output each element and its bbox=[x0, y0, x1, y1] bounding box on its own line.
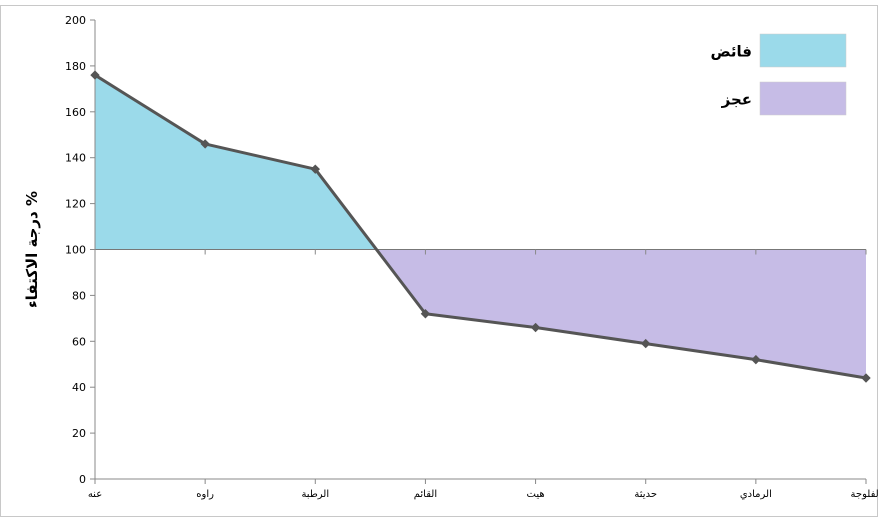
y-tick-label: 60 bbox=[72, 335, 86, 348]
x-category-label: حديثة bbox=[634, 489, 657, 500]
x-category-label: الفلوجة bbox=[851, 489, 879, 500]
y-tick-label: 80 bbox=[72, 289, 86, 302]
x-category-label: راوه bbox=[196, 489, 214, 500]
y-tick-label: 140 bbox=[65, 152, 86, 165]
legend-label: عجز bbox=[721, 91, 752, 109]
x-category-label: الرمادي bbox=[740, 489, 772, 500]
y-tick-label: 40 bbox=[72, 381, 86, 394]
series-layer bbox=[90, 70, 871, 383]
y-tick-label: 120 bbox=[65, 198, 86, 211]
axes-layer bbox=[90, 19, 867, 484]
data-point bbox=[861, 373, 871, 383]
data-point bbox=[751, 354, 761, 365]
y-tick-label: 200 bbox=[65, 14, 86, 27]
data-point bbox=[641, 338, 651, 349]
legend: فائض عجز bbox=[710, 33, 847, 116]
x-category-label: القائم bbox=[414, 489, 437, 500]
area-layer bbox=[95, 75, 866, 379]
y-tick-label: 160 bbox=[65, 106, 86, 119]
labels-layer: 0 20 40 60 80 100 120 140 160 180 200 عنه راوه الرطبة… bbox=[23, 14, 879, 500]
y-axis-title: درجة الاكتفاء % bbox=[23, 191, 41, 308]
y-tick-label: 20 bbox=[72, 427, 86, 440]
legend-swatch bbox=[759, 33, 847, 68]
x-category-label: هيت bbox=[527, 489, 545, 500]
y-tick-label: 100 bbox=[65, 244, 86, 257]
data-point bbox=[310, 164, 320, 174]
data-point bbox=[90, 70, 100, 80]
data-point bbox=[200, 139, 210, 149]
legend-label: فائض bbox=[710, 43, 752, 61]
y-tick-label: 180 bbox=[65, 60, 86, 73]
y-tick-label: 0 bbox=[79, 473, 86, 486]
deficit-area bbox=[376, 249, 866, 379]
series-line bbox=[94, 73, 867, 380]
data-point bbox=[530, 322, 541, 333]
x-category-label: الرطبة bbox=[301, 489, 329, 500]
surplus-area bbox=[95, 75, 377, 250]
data-point bbox=[420, 309, 431, 319]
x-category-label: عنه bbox=[88, 489, 102, 500]
legend-swatch bbox=[759, 81, 847, 116]
